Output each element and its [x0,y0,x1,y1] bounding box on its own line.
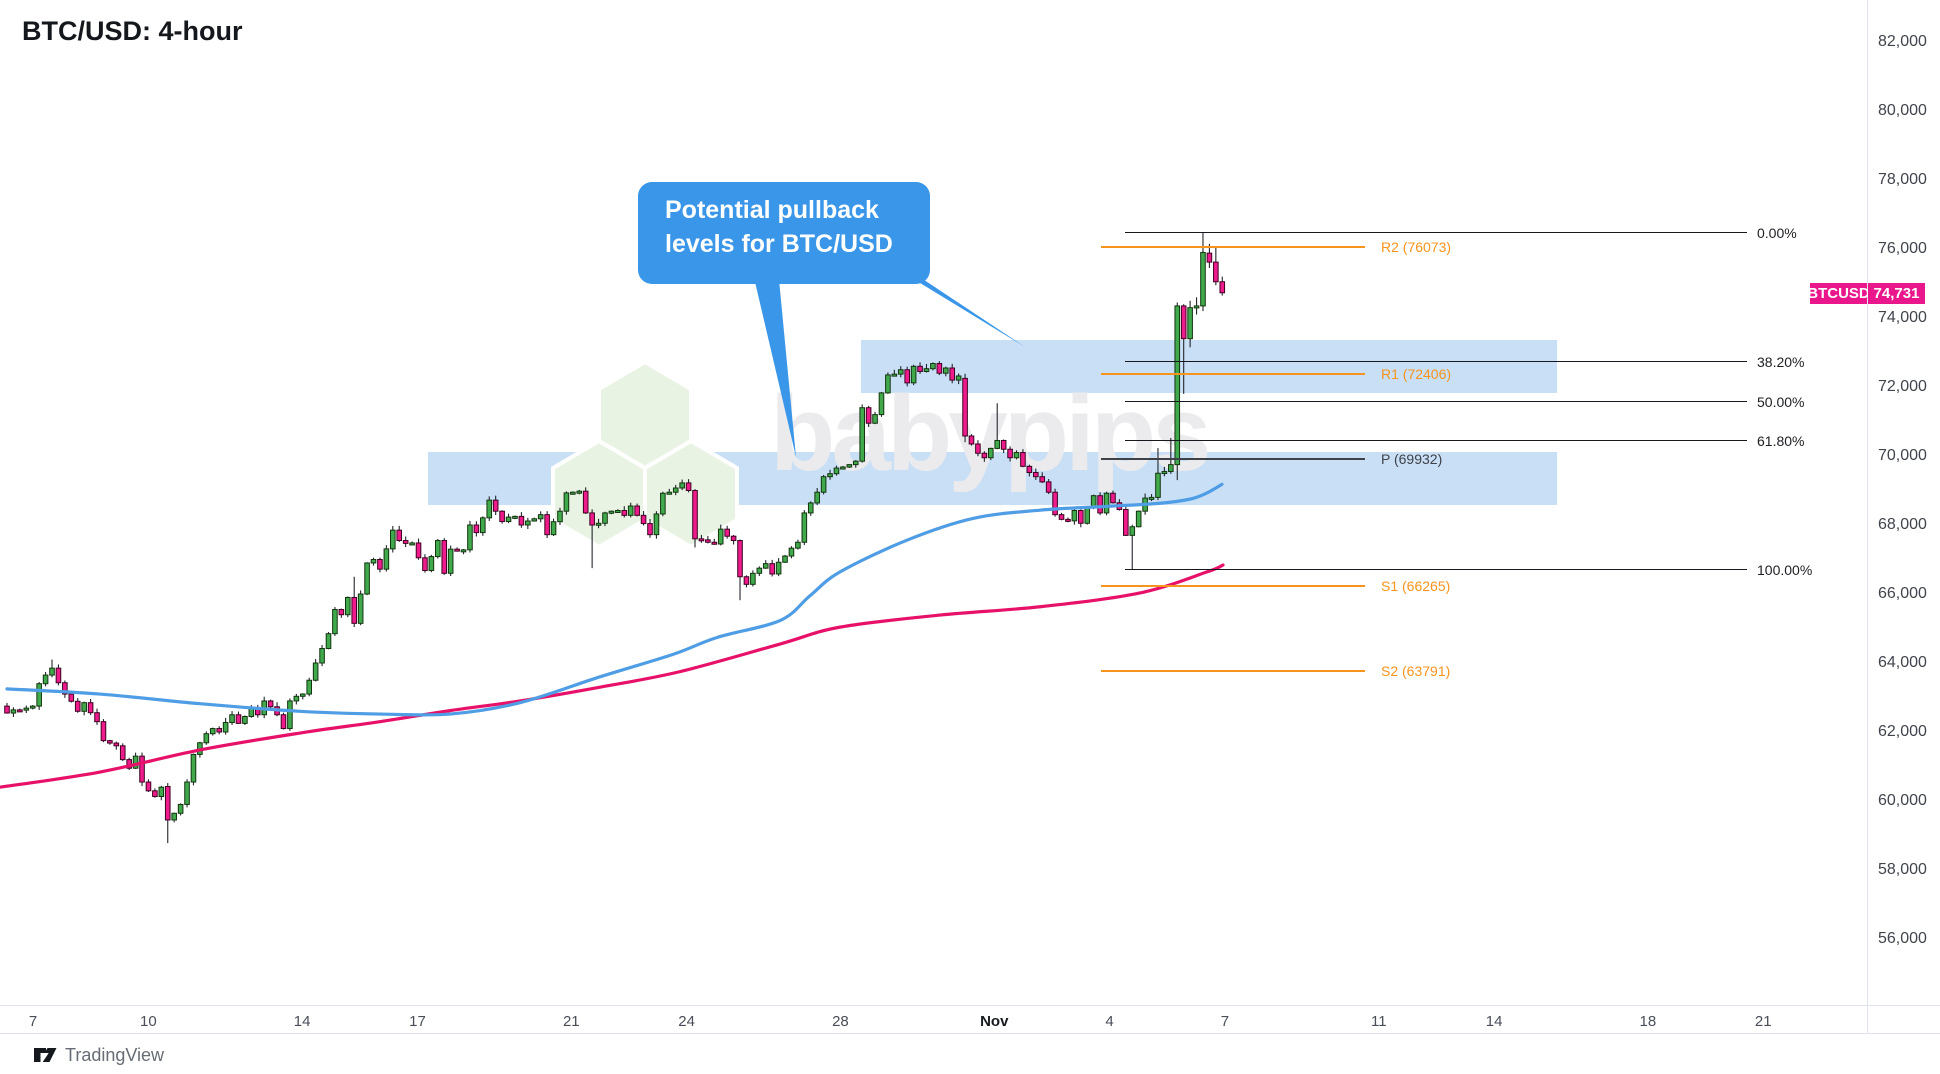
pivot-label: S1 (66265) [1381,578,1451,594]
price-axis-label: 68,000 [1878,516,1927,533]
pivot-line [1101,585,1365,587]
time-axis-label: 4 [1105,1013,1114,1030]
candlestick-canvas[interactable] [0,0,1868,1005]
time-axis-border-bottom [0,1033,1940,1034]
pivot-line [1101,373,1365,375]
price-axis-label: 60,000 [1878,792,1927,809]
pivot-label: S2 (63791) [1381,663,1451,679]
fib-label: 61.80% [1757,433,1805,449]
price-axis-label: 80,000 [1878,102,1927,119]
price-axis-border [1867,0,1868,1033]
callout-line1: Potential pullback [665,196,879,224]
tradingview-logo-icon [34,1048,57,1062]
pivot-label: R2 (76073) [1381,239,1452,255]
price-zone-upper [861,340,1557,393]
price-axis-label: 56,000 [1878,930,1927,947]
fib-line [1125,401,1747,403]
tag-price: 74,731 [1868,282,1925,304]
fib-line [1125,361,1747,363]
price-axis-label: 78,000 [1878,171,1927,188]
time-axis-label: 14 [293,1013,311,1030]
time-axis-border-top [0,1005,1940,1006]
price-axis-label: 62,000 [1878,723,1927,740]
fib-label: 0.00% [1757,225,1797,241]
pivot-label: P (69932) [1381,451,1443,467]
time-axis-label: 21 [1754,1013,1772,1030]
fib-line [1125,440,1747,442]
time-axis-label: 24 [678,1013,695,1030]
fib-label: 38.20% [1757,354,1805,370]
pivot-label: R1 (72406) [1381,366,1452,382]
pivot-line [1101,458,1365,460]
time-axis-label: 7 [28,1013,38,1030]
time-axis-label: 14 [1485,1013,1503,1030]
price-axis-label: 76,000 [1878,240,1927,257]
fib-label: 100.00% [1757,562,1813,578]
time-axis-label: 21 [562,1013,580,1030]
fib-label: 50.00% [1757,394,1805,410]
price-axis-label: 82,000 [1878,33,1927,50]
tradingview-label: TradingView [65,1044,165,1065]
fib-line [1125,569,1747,571]
time-axis-label: 18 [1639,1013,1657,1030]
time-axis-label: Nov [980,1013,1009,1030]
tradingview-attribution[interactable]: TradingView [33,1044,164,1066]
pivot-line [1101,670,1365,672]
price-axis-label: 58,000 [1878,861,1927,878]
time-axis-label: 10 [140,1013,157,1030]
price-axis-label: 64,000 [1878,654,1927,671]
tag-symbol: BTCUSD [1807,282,1870,304]
time-axis-label: 17 [409,1013,426,1030]
last-price-tag: BTCUSD 74,731 [1807,282,1925,304]
fib-line [1125,232,1747,234]
time-axis-label: 7 [1220,1013,1230,1030]
price-axis-label: 72,000 [1878,378,1927,395]
page-title: BTC/USD: 4-hour [22,16,243,46]
price-axis-label: 66,000 [1878,585,1927,602]
price-axis-label: 74,000 [1878,309,1927,326]
time-axis-label: 28 [832,1013,849,1030]
price-axis-label: 70,000 [1878,447,1927,464]
pivot-line [1101,246,1365,248]
time-axis-label: 11 [1370,1013,1387,1030]
annotation-callout[interactable]: Potential pullback levels for BTC/USD [638,182,930,284]
callout-line2: levels for BTC/USD [665,230,893,258]
